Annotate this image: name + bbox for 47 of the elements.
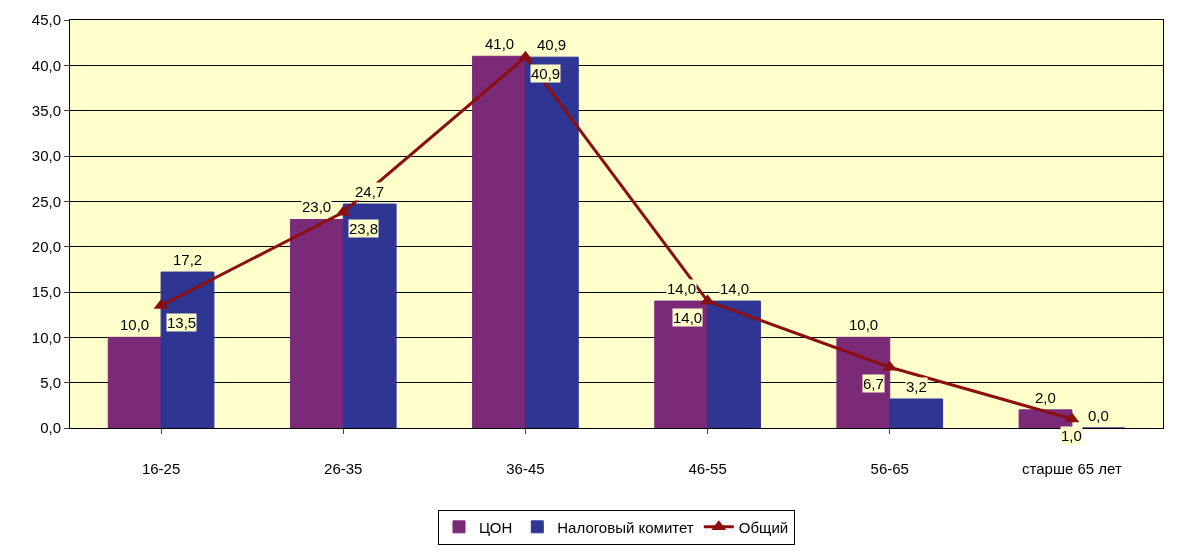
bar [836, 336, 891, 428]
legend-label: Общий [738, 518, 789, 536]
bar [289, 218, 344, 428]
y-tick-label: 0,0 [40, 419, 61, 437]
data-label: 40,9 [537, 36, 567, 53]
bar [160, 271, 215, 428]
data-label: 3,2 [906, 378, 927, 395]
y-tick-label: 35,0 [31, 101, 61, 119]
data-label: 23,8 [349, 220, 379, 237]
bar [654, 300, 709, 428]
y-tick-label: 30,0 [31, 147, 61, 165]
y-tick-label: 45,0 [31, 11, 61, 29]
data-label: 23,0 [302, 198, 332, 215]
data-label: 17,2 [173, 251, 203, 268]
y-tick-label: 25,0 [31, 192, 61, 210]
x-tick-label: 46-55 [688, 460, 727, 477]
bar [472, 55, 526, 428]
data-label: 14,0 [667, 280, 697, 297]
data-label: 40,9 [531, 65, 561, 82]
data-label: 10,0 [849, 316, 879, 333]
x-tick-label: 56-65 [870, 460, 909, 477]
data-label: 14,0 [673, 309, 703, 326]
data-label: 6,7 [863, 375, 884, 392]
bar [889, 398, 944, 428]
data-label: 13,5 [167, 314, 197, 331]
y-tick-label: 15,0 [31, 283, 61, 301]
data-label: 1,0 [1061, 427, 1082, 444]
data-label: 2,0 [1035, 389, 1056, 406]
y-tick-label: 20,0 [31, 237, 61, 255]
data-label: 0,0 [1088, 407, 1109, 424]
legend-label: ЦОН [479, 518, 513, 536]
data-label: 10,0 [120, 316, 150, 333]
y-tick-label: 40,0 [31, 56, 61, 74]
data-label: 41,0 [485, 35, 515, 52]
x-tick-label: 36-45 [506, 460, 545, 477]
legend-label: Налоговый комитет [557, 518, 694, 536]
data-label: 24,7 [355, 183, 385, 200]
bar [342, 203, 397, 428]
y-tick-label: 10,0 [31, 328, 61, 346]
x-tick-label: 26-35 [324, 460, 363, 477]
y-tick-label: 5,0 [40, 373, 61, 391]
bar [524, 56, 579, 428]
bar [107, 336, 162, 428]
bar [707, 300, 761, 428]
x-tick-label: 16-25 [141, 460, 181, 477]
x-tick-label: старше 65 лет [1022, 460, 1122, 477]
data-label: 14,0 [720, 280, 750, 297]
